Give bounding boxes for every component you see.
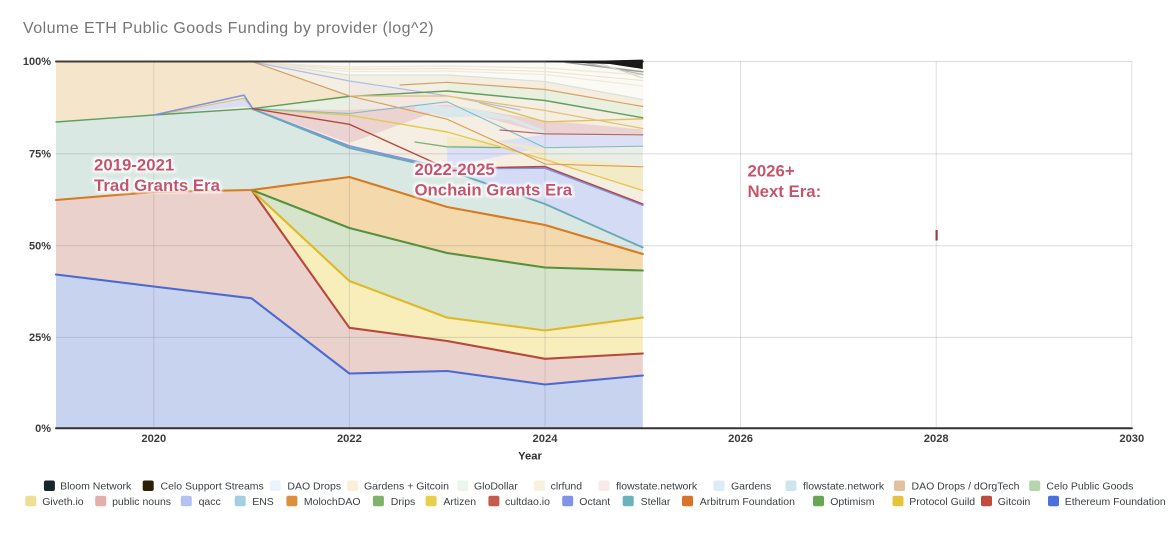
svg-text:Optimism: Optimism — [830, 496, 875, 508]
svg-text:50%: 50% — [29, 240, 51, 252]
svg-text:2026+: 2026+ — [748, 161, 795, 180]
svg-text:Onchain Grants Era: Onchain Grants Era — [415, 181, 573, 200]
svg-text:2026: 2026 — [728, 433, 753, 445]
svg-text:75%: 75% — [29, 149, 51, 161]
svg-text:2022: 2022 — [337, 433, 362, 445]
svg-text:flowstate.network: flowstate.network — [803, 481, 885, 493]
svg-text:Bloom Network: Bloom Network — [60, 481, 132, 493]
svg-text:ENS: ENS — [252, 496, 274, 508]
svg-text:flowstate.network: flowstate.network — [616, 481, 698, 493]
svg-text:100%: 100% — [23, 56, 51, 68]
svg-text:Arbitrum Foundation: Arbitrum Foundation — [700, 496, 795, 508]
svg-text:Trad Grants Era: Trad Grants Era — [94, 176, 221, 195]
svg-text:2024: 2024 — [533, 433, 559, 445]
svg-text:Celo Public Goods: Celo Public Goods — [1046, 481, 1133, 493]
svg-text:Ethereum Foundation: Ethereum Foundation — [1065, 496, 1166, 508]
svg-text:2028: 2028 — [924, 433, 949, 445]
svg-text:Next Era:: Next Era: — [748, 182, 822, 201]
svg-text:Stellar: Stellar — [641, 496, 671, 508]
svg-text:Giveth.io: Giveth.io — [42, 496, 84, 508]
svg-text:Year: Year — [518, 451, 542, 463]
svg-text:2022-2025: 2022-2025 — [415, 160, 495, 179]
svg-text:DAO Drops / dOrgTech: DAO Drops / dOrgTech — [912, 481, 1020, 493]
svg-text:Octant: Octant — [579, 496, 610, 508]
svg-text:qacc: qacc — [199, 496, 221, 508]
svg-text:GloDollar: GloDollar — [474, 481, 518, 493]
svg-text:Protocol Guild: Protocol Guild — [909, 496, 975, 508]
svg-text:2019-2021: 2019-2021 — [94, 155, 174, 174]
svg-text:0%: 0% — [35, 423, 51, 435]
svg-text:Volume ETH Public Goods Fundin: Volume ETH Public Goods Funding by provi… — [23, 20, 434, 37]
svg-text:25%: 25% — [29, 332, 51, 344]
svg-text:Gitcoin: Gitcoin — [998, 496, 1031, 508]
svg-text:MolochDAO: MolochDAO — [304, 496, 361, 508]
svg-text:public nouns: public nouns — [112, 496, 171, 508]
svg-text:2030: 2030 — [1119, 433, 1144, 445]
svg-text:Drips: Drips — [391, 496, 416, 508]
svg-text:Artizen: Artizen — [443, 496, 476, 508]
svg-text:2020: 2020 — [141, 433, 166, 445]
svg-text:cultdao.io: cultdao.io — [505, 496, 550, 508]
svg-text:DAO Drops: DAO Drops — [287, 481, 341, 493]
svg-text:clrfund: clrfund — [551, 481, 583, 493]
svg-text:Gardens + Gitcoin: Gardens + Gitcoin — [364, 481, 449, 493]
svg-text:Celo Support Streams: Celo Support Streams — [161, 481, 264, 493]
svg-text:Gardens: Gardens — [731, 481, 771, 493]
